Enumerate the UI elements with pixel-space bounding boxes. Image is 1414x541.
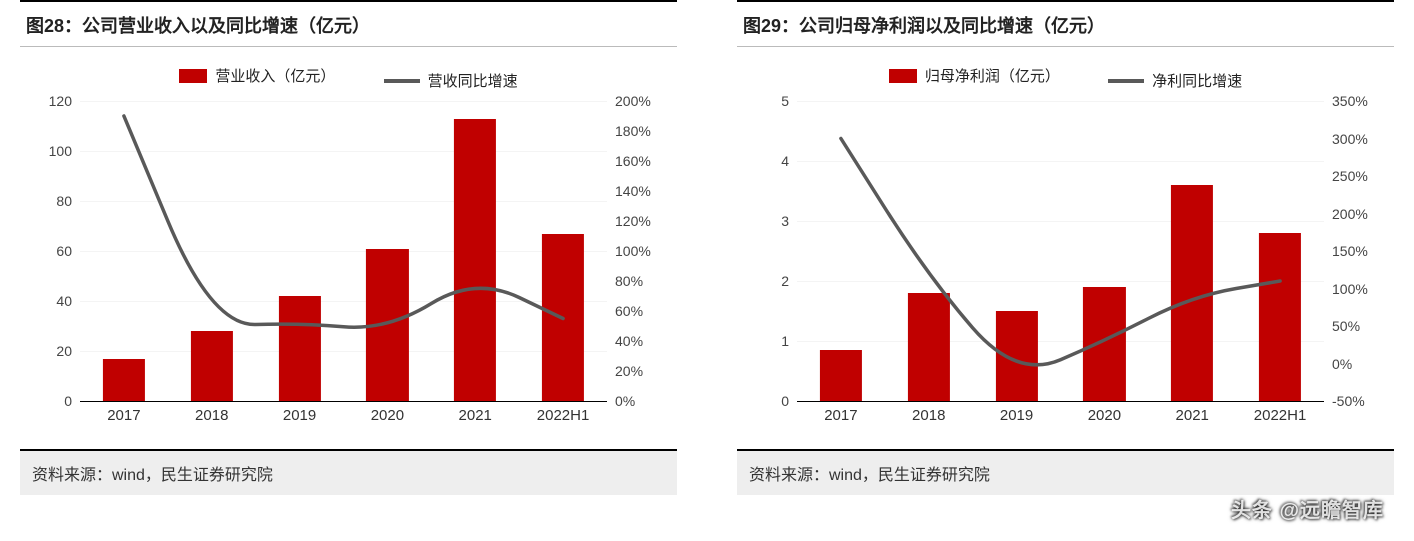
plot-area: 012345-50%0%50%100%150%200%250%300%350% bbox=[797, 101, 1324, 401]
x-tick-label: 2020 bbox=[343, 401, 431, 431]
legend-line: 净利同比增速 bbox=[1108, 70, 1242, 91]
x-axis-labels: 201720182019202020212022H1 bbox=[80, 401, 607, 431]
y-left-tick: 0 bbox=[36, 393, 80, 409]
y-right-tick: 160% bbox=[607, 153, 663, 169]
y-right-tick: 350% bbox=[1324, 93, 1380, 109]
y-right-tick: 40% bbox=[607, 333, 663, 349]
y-left-tick: 80 bbox=[36, 193, 80, 209]
y-right-tick: 180% bbox=[607, 123, 663, 139]
x-tick-label: 2017 bbox=[80, 401, 168, 431]
chart-title: 图28：公司营业收入以及同比增速（亿元） bbox=[20, 0, 677, 47]
legend-line-swatch bbox=[384, 79, 420, 83]
plot-area: 0204060801001200%20%40%60%80%100%120%140… bbox=[80, 101, 607, 401]
y-right-tick: 300% bbox=[1324, 131, 1380, 147]
y-right-tick: 100% bbox=[607, 243, 663, 259]
y-right-tick: 60% bbox=[607, 303, 663, 319]
legend: 营业收入（亿元） 营收同比增速 bbox=[20, 47, 677, 101]
x-tick-label: 2018 bbox=[885, 401, 973, 431]
x-tick-label: 2022H1 bbox=[1236, 401, 1324, 431]
y-right-tick: 200% bbox=[607, 93, 663, 109]
legend: 归母净利润（亿元） 净利同比增速 bbox=[737, 47, 1394, 101]
legend-bar-label: 营业收入（亿元） bbox=[215, 65, 335, 86]
y-right-tick: 250% bbox=[1324, 168, 1380, 184]
x-axis-labels: 201720182019202020212022H1 bbox=[797, 401, 1324, 431]
y-left-tick: 100 bbox=[36, 143, 80, 159]
y-left-tick: 20 bbox=[36, 343, 80, 359]
y-right-tick: 120% bbox=[607, 213, 663, 229]
y-right-tick: 0% bbox=[1324, 356, 1380, 372]
legend-bar-swatch bbox=[179, 69, 207, 83]
y-right-tick: 50% bbox=[1324, 318, 1380, 334]
y-right-tick: 150% bbox=[1324, 243, 1380, 259]
y-right-tick: 200% bbox=[1324, 206, 1380, 222]
legend-bar: 营业收入（亿元） bbox=[179, 65, 335, 86]
y-left-tick: 40 bbox=[36, 293, 80, 309]
chart-title: 图29：公司归母净利润以及同比增速（亿元） bbox=[737, 0, 1394, 47]
y-right-tick: 80% bbox=[607, 273, 663, 289]
y-left-tick: 4 bbox=[753, 153, 797, 169]
panels-container: 图28：公司营业收入以及同比增速（亿元） 营业收入（亿元） 营收同比增速 020… bbox=[0, 0, 1414, 495]
y-left-tick: 2 bbox=[753, 273, 797, 289]
y-right-tick: 140% bbox=[607, 183, 663, 199]
y-right-tick: -50% bbox=[1324, 393, 1380, 409]
panel-fig29: 图29：公司归母净利润以及同比增速（亿元） 归母净利润（亿元） 净利同比增速 0… bbox=[737, 0, 1394, 495]
line-series bbox=[797, 101, 1324, 401]
legend-line-label: 营收同比增速 bbox=[428, 70, 518, 91]
legend-line-label: 净利同比增速 bbox=[1152, 70, 1242, 91]
chart-area: 0204060801001200%20%40%60%80%100%120%140… bbox=[30, 101, 667, 431]
legend-line-swatch bbox=[1108, 79, 1144, 83]
source-caption: 资料来源：wind，民生证券研究院 bbox=[20, 449, 677, 495]
x-tick-label: 2019 bbox=[256, 401, 344, 431]
y-right-tick: 100% bbox=[1324, 281, 1380, 297]
y-left-tick: 0 bbox=[753, 393, 797, 409]
y-left-tick: 60 bbox=[36, 243, 80, 259]
legend-bar: 归母净利润（亿元） bbox=[889, 65, 1060, 86]
panel-fig28: 图28：公司营业收入以及同比增速（亿元） 营业收入（亿元） 营收同比增速 020… bbox=[20, 0, 677, 495]
legend-bar-label: 归母净利润（亿元） bbox=[925, 65, 1060, 86]
legend-bar-swatch bbox=[889, 69, 917, 83]
y-left-tick: 5 bbox=[753, 93, 797, 109]
y-left-tick: 120 bbox=[36, 93, 80, 109]
y-right-tick: 0% bbox=[607, 393, 663, 409]
x-tick-label: 2017 bbox=[797, 401, 885, 431]
x-tick-label: 2021 bbox=[1148, 401, 1236, 431]
y-left-tick: 3 bbox=[753, 213, 797, 229]
y-right-tick: 20% bbox=[607, 363, 663, 379]
chart-area: 012345-50%0%50%100%150%200%250%300%350% … bbox=[747, 101, 1384, 431]
watermark: 头条 @远瞻智库 bbox=[1231, 494, 1384, 523]
legend-line: 营收同比增速 bbox=[384, 70, 518, 91]
y-left-tick: 1 bbox=[753, 333, 797, 349]
line-series bbox=[80, 101, 607, 401]
x-tick-label: 2019 bbox=[973, 401, 1061, 431]
x-tick-label: 2018 bbox=[168, 401, 256, 431]
x-tick-label: 2021 bbox=[431, 401, 519, 431]
source-caption: 资料来源：wind，民生证券研究院 bbox=[737, 449, 1394, 495]
x-tick-label: 2022H1 bbox=[519, 401, 607, 431]
x-tick-label: 2020 bbox=[1060, 401, 1148, 431]
